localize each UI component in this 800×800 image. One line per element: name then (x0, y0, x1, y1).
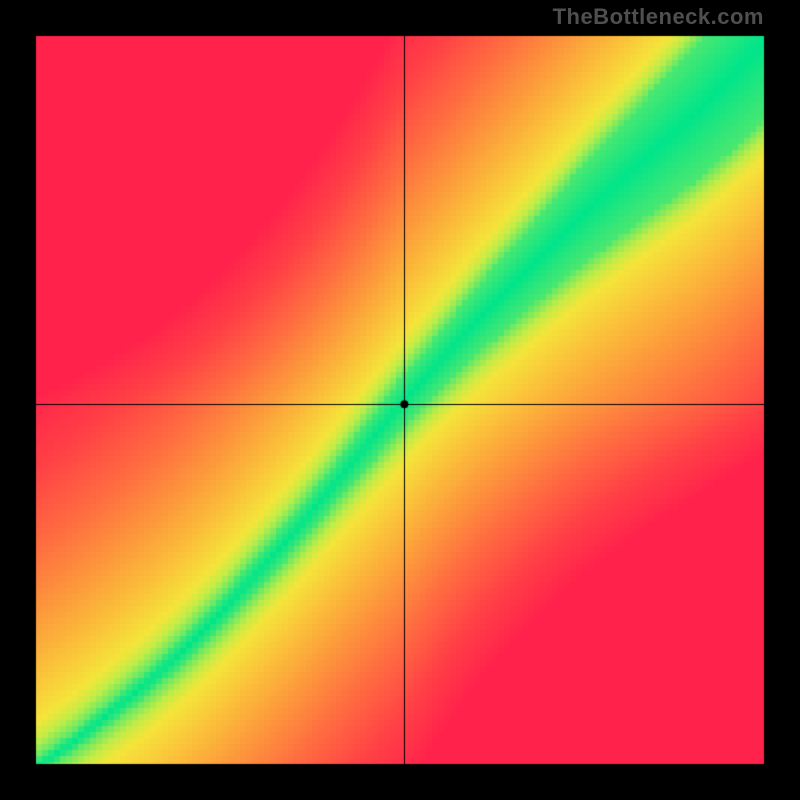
bottleneck-heatmap (0, 0, 800, 800)
source-watermark: TheBottleneck.com (553, 4, 764, 30)
